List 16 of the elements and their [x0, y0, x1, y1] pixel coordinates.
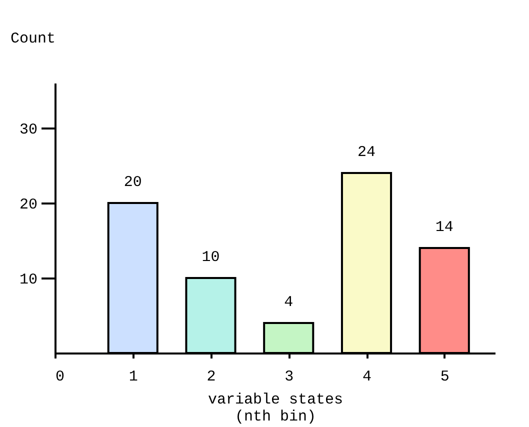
y-tick-label: 10 — [19, 272, 38, 288]
x-tick-label: 1 — [128, 368, 138, 386]
data-label: 20 — [124, 174, 142, 191]
x-tick-label: 2 — [206, 368, 216, 386]
y-tick-label: 30 — [19, 122, 38, 138]
x-tick-label: 3 — [284, 368, 294, 386]
x-tick-label: 0 — [56, 368, 65, 386]
data-label: 24 — [357, 144, 376, 161]
data-label: 10 — [202, 249, 220, 266]
y-tick-label: 20 — [19, 196, 38, 214]
x-tick-label: 5 — [440, 368, 450, 386]
y-axis-title: Count — [10, 30, 56, 48]
data-label: 4 — [284, 294, 294, 311]
x-axis-title: variable states (nth bin) — [208, 392, 344, 426]
data-label: 14 — [435, 219, 454, 236]
x-tick-label: 4 — [362, 368, 372, 386]
